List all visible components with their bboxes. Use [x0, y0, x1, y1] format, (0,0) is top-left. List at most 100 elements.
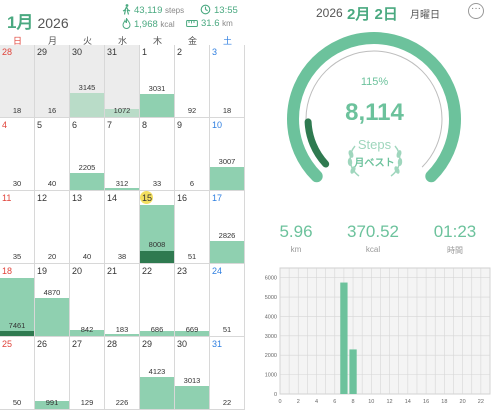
duration-value: 01:23 [433, 222, 477, 241]
y-tick-label: 4000 [265, 314, 277, 320]
calendar-day-cell[interactable]: 3 18 [210, 45, 245, 118]
day-steps-value: 3031 [148, 84, 166, 93]
calendar-day-cell[interactable]: 22 686 [140, 264, 175, 337]
calendar-day-cell[interactable]: 20 842 [70, 264, 105, 337]
calendar-day-cell[interactable]: 30 3145 [70, 45, 105, 118]
day-number: 14 [107, 193, 118, 203]
month-title[interactable]: 1月 2026 [7, 8, 69, 33]
day-steps-value: 33 [152, 179, 162, 188]
weekday-label: 木 [152, 36, 162, 46]
day-steps-value: 1072 [113, 106, 131, 115]
calendar-day-cell[interactable]: 19 4870 [35, 264, 70, 337]
day-number: 4 [2, 120, 8, 130]
calendar-day-cell[interactable]: 21 183 [105, 264, 140, 337]
day-steps-value: 3007 [218, 157, 236, 166]
day-number: 28 [2, 47, 13, 57]
calendar-day-cell[interactable]: 29 4123 [140, 337, 175, 410]
calendar-day-cell[interactable]: 11 35 [0, 191, 35, 264]
day-steps-bar [210, 241, 244, 263]
day-steps-bar [175, 331, 209, 336]
calendar-day-cell[interactable]: 31 22 [210, 337, 245, 410]
y-tick-label: 0 [274, 392, 277, 398]
weekday-label: 日 [12, 36, 22, 46]
day-steps-bar [35, 401, 69, 409]
distance-total: 31.6 [201, 18, 220, 29]
calendar-day-cell[interactable]: 8 33 [140, 118, 175, 191]
day-number: 25 [2, 339, 13, 349]
day-number: 7 [107, 120, 113, 130]
calendar-day-cell[interactable]: 23 669 [175, 264, 210, 337]
today-marker [140, 191, 153, 204]
day-steps-bar [70, 173, 104, 190]
calendar-day-cell[interactable]: 27 129 [70, 337, 105, 410]
calendar-day-cell[interactable]: 24 51 [210, 264, 245, 337]
calendar-day-cell[interactable]: 10 3007 [210, 118, 245, 191]
calendar-day-cell[interactable]: 28 18 [0, 45, 35, 118]
calendar-day-cell[interactable]: 13 40 [70, 191, 105, 264]
day-steps-value: 50 [12, 398, 22, 407]
calendar-day-cell[interactable]: 1 3031 [140, 45, 175, 118]
flame-icon [122, 16, 131, 29]
calendar-day-cell[interactable]: 2 92 [175, 45, 210, 118]
calendar-header: 1月 2026 43,119 steps 13:55 1,968 kcal 31.… [0, 0, 250, 34]
day-steps-value: 4870 [43, 288, 61, 297]
day-number: 30 [72, 47, 83, 57]
calendar-day-cell[interactable]: 25 50 [0, 337, 35, 410]
day-number: 19 [37, 266, 48, 276]
calendar-day-cell[interactable]: 18 7461 [0, 264, 35, 337]
more-options-button[interactable]: ··· [468, 3, 484, 19]
calendar-day-cell[interactable]: 5 40 [35, 118, 70, 191]
calendar-day-cell[interactable]: 7 312 [105, 118, 140, 191]
calendar-day-cell[interactable]: 12 20 [35, 191, 70, 264]
day-steps-value: 51 [187, 252, 197, 261]
walking-icon [122, 4, 131, 15]
calendar-day-cell[interactable]: 6 2205 [70, 118, 105, 191]
weekday-label: 水 [117, 36, 127, 46]
day-steps-value: 18 [222, 106, 232, 115]
day-date[interactable]: 2月 2日 [347, 6, 398, 23]
day-steps-value: 669 [185, 325, 199, 334]
day-number: 12 [37, 193, 48, 203]
distance-unit: km [290, 245, 302, 254]
calendar-day-cell[interactable]: 15 8008 [140, 191, 175, 264]
day-number: 29 [37, 47, 48, 57]
day-steps-bar [175, 386, 209, 409]
day-steps-value: 7461 [8, 321, 26, 330]
calendar-day-cell[interactable]: 16 51 [175, 191, 210, 264]
day-number: 17 [212, 193, 223, 203]
calendar-day-cell[interactable]: 30 3013 [175, 337, 210, 410]
day-steps-value: 991 [45, 398, 59, 407]
calendar-day-cell[interactable]: 31 1072 [105, 45, 140, 118]
calendar-day-cell[interactable]: 28 226 [105, 337, 140, 410]
distance-total-stat: 31.6 km [186, 18, 233, 29]
day-steps-value: 20 [47, 252, 57, 261]
steps-value: 8,114 [345, 99, 404, 126]
calendar-day-cell[interactable]: 4 30 [0, 118, 35, 191]
goal-reached-marker [140, 251, 174, 263]
duration-unit: 時間 [447, 246, 463, 255]
steps-gauge [287, 32, 461, 183]
x-tick-label: 4 [315, 399, 318, 405]
calendar-day-cell[interactable]: 26 991 [35, 337, 70, 410]
day-number: 1 [142, 47, 148, 57]
day-number: 9 [177, 120, 183, 130]
calendar-day-cell[interactable]: 17 2826 [210, 191, 245, 264]
x-tick-label: 22 [478, 399, 484, 405]
weekday-label: 金 [187, 36, 197, 46]
calendar-day-cell[interactable]: 14 38 [105, 191, 140, 264]
calendar-day-cell[interactable]: 29 16 [35, 45, 70, 118]
calories-value: 370.52 [347, 222, 399, 241]
y-tick-label: 3000 [265, 334, 277, 340]
laurel-wreath-icon [347, 145, 403, 177]
steps-label: Steps [357, 137, 392, 152]
day-steps-value: 129 [80, 398, 94, 407]
y-tick-label: 5000 [265, 295, 277, 301]
steps-total-stat: 43,119 steps [122, 4, 184, 16]
calendar-grid: 28 18 29 16 30 3145 31 1072 1 3031 2 92 3 18 4 30 5 40 6 22… [0, 45, 246, 410]
calories-unit: kcal [365, 245, 381, 254]
day-number: 2 [177, 47, 183, 57]
calendar-pane: 1月 2026 43,119 steps 13:55 1,968 kcal 31.… [0, 0, 250, 410]
hourly-bar [349, 349, 357, 394]
day-header: 2026 2月 2日 月曜日 ··· [252, 0, 497, 24]
